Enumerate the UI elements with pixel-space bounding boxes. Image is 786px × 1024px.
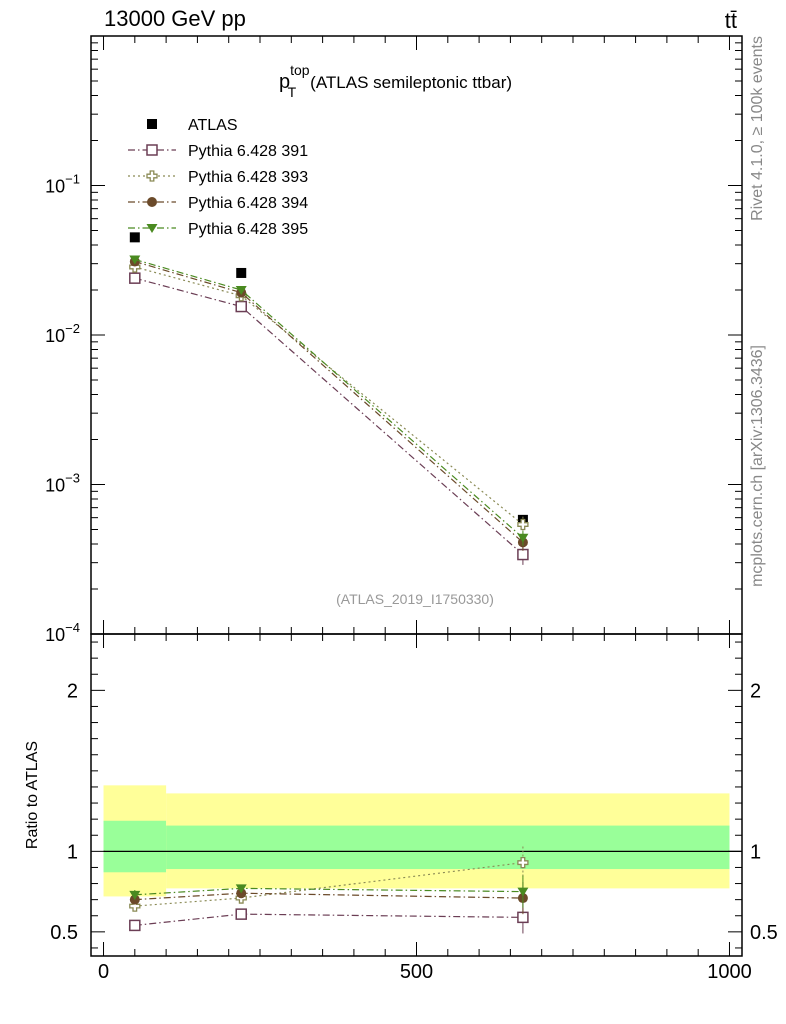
legend-marker-p395 (146, 224, 158, 233)
plot-title: ptop T (ATLAS semileptonic ttbar) (279, 62, 512, 100)
band-inner-0 (103, 820, 167, 873)
ratio-ytick-label-left-1: 1 (67, 841, 78, 863)
ratio-ytick-label-left-2: 2 (67, 680, 78, 702)
ratio-line-p391 (134, 913, 523, 927)
ratio-point-p395-2 (517, 887, 529, 897)
main-line-p395 (134, 258, 524, 539)
ratio-point-p391-0 (129, 919, 141, 932)
ytick-base: 10 (45, 177, 65, 197)
ratio-ylabel: Ratio to ATLAS (24, 741, 41, 849)
title-main: p (279, 71, 290, 93)
legend-label-atlas: ATLAS (188, 117, 238, 134)
ratio-point-p393-2 (517, 856, 529, 869)
main-ytick-label-2: 10−3 (45, 471, 80, 496)
main-data (129, 232, 529, 565)
ratio-bands (103, 785, 742, 897)
ytick-exp: −4 (65, 620, 80, 635)
main-point-p393-2 (517, 518, 529, 531)
main-point-p391-2 (517, 548, 529, 561)
ytick-base: 10 (45, 476, 65, 496)
main-point-p395-1 (235, 285, 247, 295)
main-line-p391 (134, 277, 524, 555)
main-ytick-label-0: 10−1 (45, 172, 80, 197)
legend-label-p393: Pythia 6.428 393 (188, 169, 308, 186)
ytick-base: 10 (45, 326, 65, 346)
ytick-exp: −2 (65, 321, 80, 336)
main-point-p391-0 (129, 272, 141, 284)
main-ytick-label-1: 10−2 (45, 321, 80, 346)
ratio-xtick-label-2: 1000 (707, 961, 752, 983)
ytick-exp: −1 (65, 172, 80, 187)
ratio-xtick-label-1: 500 (400, 961, 433, 983)
ytick-base: 10 (45, 625, 65, 645)
main-point-p391-1 (235, 300, 247, 313)
ratio-axis-ticks: 0.5 0.5 1 1 2 2 0 500 1000 (50, 634, 778, 983)
rivet-label: Rivet 4.1.0, ≥ 100k events (749, 36, 766, 221)
band-inner-1 (166, 825, 730, 870)
header-right: tt̄ (725, 8, 737, 33)
ratio-line-p394 (134, 892, 523, 901)
legend-label-p391: Pythia 6.428 391 (188, 143, 308, 160)
main-line-p394 (134, 260, 524, 543)
main-point-atlas-1 (236, 267, 247, 278)
legend-marker-p393 (146, 170, 158, 182)
ytick-exp: −3 (65, 471, 80, 486)
ratio-ytick-label-right-1: 1 (750, 841, 761, 863)
title-rest: (ATLAS semileptonic ttbar) (310, 73, 512, 92)
legend-marker-p391 (146, 144, 158, 156)
title-sup: top (290, 62, 310, 78)
legend-label-p395: Pythia 6.428 395 (188, 221, 308, 238)
legend-label-p394: Pythia 6.428 394 (188, 195, 308, 212)
ratio-ytick-label-right-2: 2 (750, 680, 761, 702)
main-point-p395-0 (129, 255, 141, 265)
ratio-line-p395 (134, 887, 523, 896)
ratio-point-p395-1 (235, 884, 247, 894)
ratio-point-p395-0 (129, 890, 141, 900)
ratio-xtick-label-0: 0 (98, 961, 109, 983)
ratio-ytick-label-left-0: 0.5 (50, 922, 78, 944)
ratio-data (129, 846, 529, 934)
analysis-label: (ATLAS_2019_I1750330) (336, 591, 494, 607)
header-left: 13000 GeV pp (104, 6, 246, 31)
main-ytick-label-3: 10−4 (45, 620, 80, 645)
legend-marker-atlas (147, 119, 157, 129)
mcplots-label: mcplots.cern.ch [arXiv:1306.3436] (749, 345, 766, 587)
ratio-ytick-label-right-0: 0.5 (750, 922, 778, 944)
title-sub: T (288, 84, 297, 100)
main-point-atlas-0 (129, 232, 140, 243)
ratio-point-p391-1 (235, 908, 247, 920)
main-axis-ticks: 10−110−210−310−4 (45, 36, 742, 645)
main-point-p395-2 (517, 533, 529, 543)
legend: ATLAS Pythia 6.428 391 Pythia 6.428 393 Pyt… (128, 117, 308, 238)
legend-marker-p394 (147, 197, 157, 207)
